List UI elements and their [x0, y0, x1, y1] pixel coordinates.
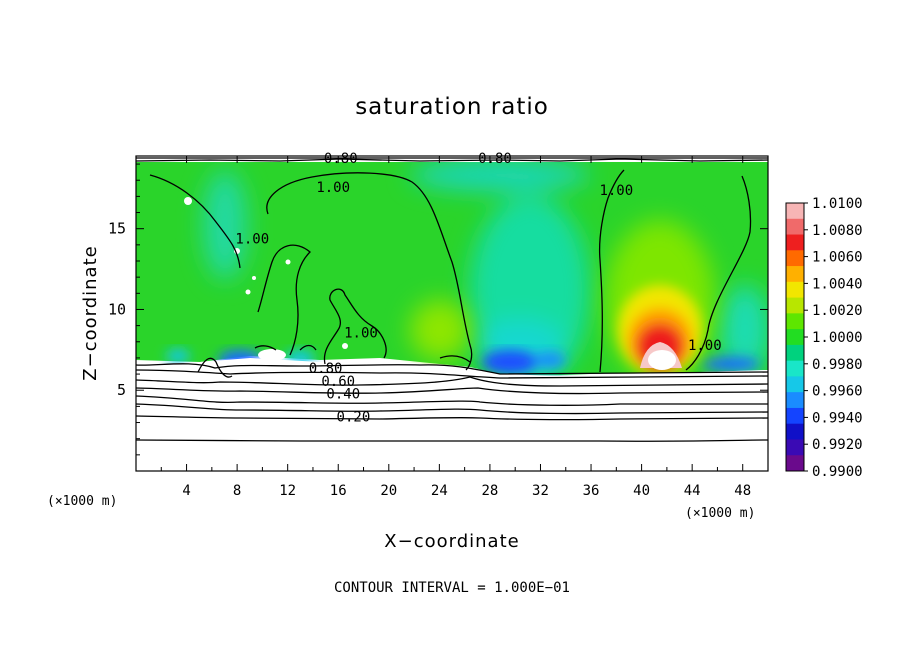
contour-label: 0.40 — [326, 387, 360, 403]
x-tick-label: 20 — [380, 483, 397, 499]
x-tick-label: 12 — [279, 483, 296, 499]
y-tick-label: 15 — [108, 220, 126, 238]
x-unit-left: (×1000 m) — [47, 494, 117, 509]
colorbar-swatch — [786, 360, 804, 377]
colorbar-swatch — [786, 439, 804, 456]
contour-label: 0.20 — [337, 409, 371, 425]
contour-0-70 — [136, 369, 768, 379]
x-tick-label: 24 — [431, 483, 448, 499]
colorbar-swatch — [786, 329, 804, 346]
contour-0-10 — [136, 439, 768, 442]
colorbar-label: 1.0100 — [812, 196, 863, 212]
x-tick-label: 4 — [182, 483, 190, 499]
colorbar-label: 0.9980 — [812, 357, 863, 373]
colorbar-swatch — [786, 455, 804, 472]
contour-1-00-topleft — [149, 174, 241, 269]
footer-contour-interval: CONTOUR INTERVAL = 1.000E−01 — [334, 580, 570, 596]
colorbar: 1.0100 1.0080 1.0060 1.0040 1.0020 1.0000 0.99… — [785, 196, 863, 480]
colorbar-swatch — [786, 250, 804, 267]
contour-1-00-middle — [323, 288, 387, 365]
colorbar-swatch — [786, 218, 804, 236]
contour-0-30 — [136, 403, 768, 415]
x-unit-right: (×1000 m) — [685, 506, 755, 521]
x-tick-label: 8 — [233, 483, 241, 499]
contour-ripples — [197, 344, 471, 378]
y-axis-label: Z−coordinate — [80, 245, 101, 380]
colorbar-label: 1.0000 — [812, 330, 863, 346]
colorbar-label: 0.9920 — [812, 437, 863, 453]
colorbar-label: 1.0080 — [812, 223, 863, 239]
colorbar-swatch — [786, 281, 804, 299]
x-tick-label: 40 — [633, 483, 650, 499]
field-lime-2 — [410, 300, 470, 360]
x-axis-label: X−coordinate — [384, 531, 519, 552]
contour-1-00-right — [598, 169, 625, 373]
x-tick-label: 48 — [734, 483, 751, 499]
y-axis: 5 10 15 — [108, 163, 768, 456]
colorbar-label: 0.9960 — [812, 384, 863, 400]
field-teal-top — [410, 159, 590, 191]
colorbar-swatch — [786, 423, 804, 440]
top-strip — [136, 156, 768, 162]
contour-1-00-top — [136, 158, 768, 162]
field-blue-2 — [534, 352, 566, 368]
colorbar-swatch — [786, 234, 804, 251]
x-tick-label: 28 — [481, 483, 498, 499]
contour-label: 1.00 — [344, 325, 378, 341]
contour-0-60 — [136, 376, 768, 387]
contour-1-00-left — [266, 172, 473, 371]
field-white-core — [648, 350, 676, 370]
field-blue-4 — [700, 357, 760, 371]
contour-0-20 — [136, 415, 768, 421]
y-tick-label: 5 — [117, 381, 126, 399]
colorbar-swatch — [786, 407, 804, 425]
contour-1-00-farright — [685, 175, 752, 371]
contour-0-50 — [136, 387, 768, 395]
colorbar-swatch — [786, 203, 804, 220]
colorbar-label: 0.9900 — [812, 464, 863, 480]
plot-area — [136, 156, 768, 471]
contour-lines — [136, 157, 768, 442]
colorbar-swatch — [786, 313, 804, 330]
contour-label: 0.80 — [309, 361, 343, 377]
x-tick-label: 44 — [684, 483, 701, 499]
colorbar-swatch — [786, 376, 804, 393]
x-tick-label: 36 — [583, 483, 600, 499]
contour-labels: 0.80 0.801.00 1.001.001.001.000.800.600.40… — [235, 151, 722, 425]
chart-title: saturation ratio — [355, 94, 549, 120]
colorbar-swatch — [786, 297, 804, 314]
colorbar-swatch — [786, 266, 804, 283]
contour-label: 0.80 — [478, 151, 512, 167]
field-blue-5 — [166, 349, 190, 363]
lower-region — [136, 358, 768, 471]
field-holes — [184, 197, 348, 361]
y-tick-label: 10 — [108, 300, 126, 318]
x-tick-label: 32 — [532, 483, 549, 499]
colorbar-label: 1.0060 — [812, 250, 863, 266]
contour-label: 1.00 — [235, 232, 269, 248]
colorbar-swatch — [786, 392, 804, 409]
plot-frame — [135, 155, 769, 472]
contour-label: 0.80 — [324, 151, 358, 167]
colorbar-swatch — [786, 344, 804, 362]
x-tick-label: 16 — [330, 483, 347, 499]
colorbar-label: 1.0040 — [812, 276, 863, 292]
field-teal-left — [203, 170, 247, 280]
field-teal-right — [720, 285, 768, 375]
contour-label: 1.00 — [599, 183, 633, 199]
colorbar-label: 0.9940 — [812, 410, 863, 426]
contour-0-80 — [136, 363, 768, 375]
field-blue-1 — [482, 350, 538, 374]
x-axis: 4 8 12 16 20 24 28 32 36 40 44 48 — [160, 156, 751, 499]
contour-0-40 — [136, 395, 768, 406]
contour-label: 0.60 — [321, 374, 355, 390]
contour-1-00-leftplume — [257, 244, 311, 356]
colorbar-label: 1.0020 — [812, 303, 863, 319]
contour-label: 1.00 — [316, 180, 350, 196]
contour-label: 1.00 — [688, 338, 722, 354]
